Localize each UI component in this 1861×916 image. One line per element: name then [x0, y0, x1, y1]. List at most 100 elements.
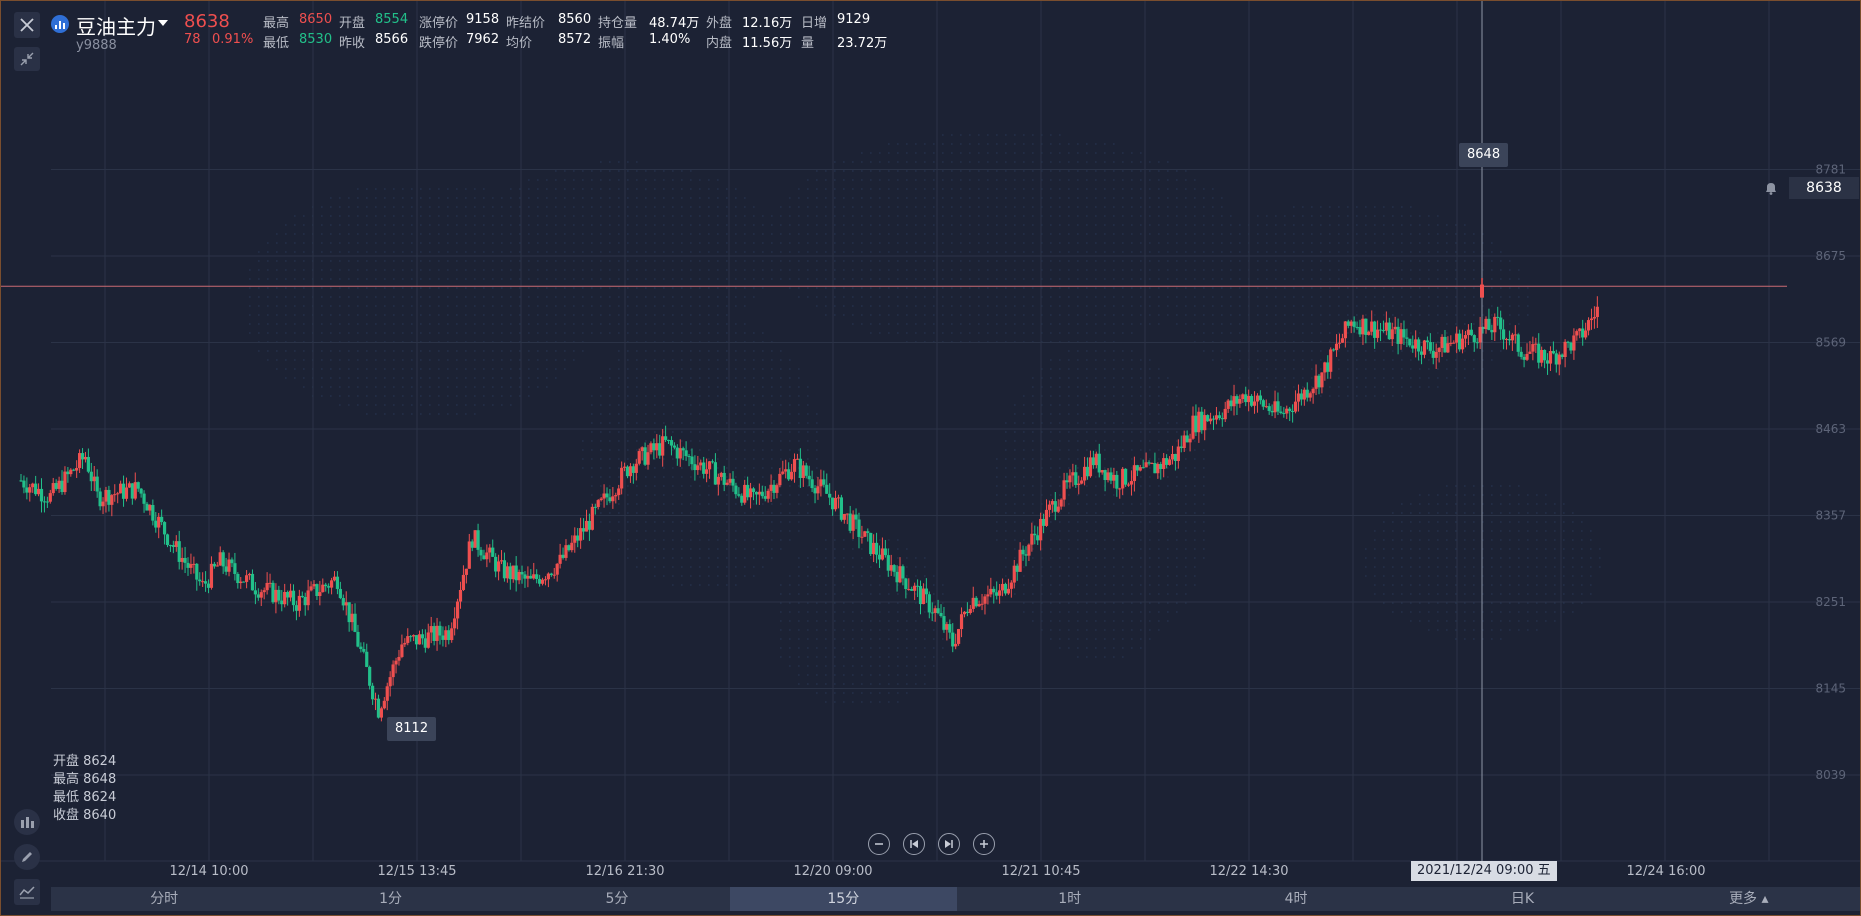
candle-body [121, 483, 126, 499]
tab-1[interactable]: 1分 [379, 891, 403, 907]
plus-icon [980, 840, 988, 848]
price-change-pct: 0.91% [212, 32, 254, 47]
candle-body [423, 638, 427, 648]
candle-body [212, 563, 216, 567]
chevron-down-icon[interactable] [158, 20, 168, 26]
candle-body [447, 630, 451, 641]
candle-body [256, 594, 260, 598]
candle-body [584, 520, 589, 532]
ohlc-low: 最低 8624 [53, 790, 117, 805]
symbol-code: y9888 [76, 38, 117, 53]
candle-body [1405, 337, 1409, 339]
candle-body [1153, 463, 1157, 474]
candle-body [1458, 333, 1462, 350]
candle-body [113, 494, 117, 496]
candle-body [165, 534, 170, 546]
candle-body [183, 557, 187, 563]
current-price-tag: 8638 [1789, 177, 1859, 199]
candle-body [646, 452, 650, 465]
candle-body [655, 443, 659, 451]
candle-body [620, 467, 624, 489]
candle-body [825, 484, 829, 494]
ohlc-close: 收盘 8640 [53, 808, 117, 823]
candle-body [1548, 351, 1553, 364]
tab-3[interactable]: 15分 [730, 887, 957, 911]
candle-body [130, 483, 134, 499]
candle-body [851, 514, 855, 531]
candle-body [338, 588, 342, 599]
trendline-button[interactable] [14, 879, 40, 905]
candle-body [1490, 329, 1494, 333]
zoom-out-button[interactable] [868, 833, 890, 855]
bell-icon[interactable] [1759, 179, 1783, 197]
candle-body [1375, 329, 1380, 338]
jump-end-button[interactable] [938, 833, 960, 855]
quote-value: 8572 [558, 32, 592, 47]
candle-body [57, 480, 61, 489]
candle-body [1584, 330, 1588, 338]
candle-body [1373, 321, 1377, 338]
candle-body [710, 461, 715, 463]
jump-start-button[interactable] [903, 833, 925, 855]
candle-body [804, 465, 808, 476]
candle-body [652, 443, 656, 451]
candle-body [286, 591, 290, 598]
candle-body [206, 583, 211, 588]
candle-body [379, 708, 383, 718]
candle-body [1082, 466, 1087, 481]
candle-body [127, 483, 132, 488]
candle-body [89, 471, 93, 482]
candle-body [1387, 322, 1391, 340]
candle-body [1308, 393, 1312, 398]
candle-body [1126, 484, 1131, 486]
tab-5[interactable]: 4时 [1284, 891, 1308, 907]
skip-back-icon [910, 840, 918, 848]
collapse-button[interactable] [14, 47, 40, 71]
candle-body [915, 585, 920, 587]
candle-body [151, 504, 155, 521]
zoom-in-button[interactable] [973, 833, 995, 855]
candle-body [48, 493, 52, 502]
candle-body [784, 469, 788, 472]
candle-body [1118, 488, 1122, 490]
candle-body [1252, 401, 1257, 406]
candle-body [1390, 329, 1394, 340]
candle-body [1147, 462, 1151, 464]
x-tick-label: 12/15 13:45 [377, 864, 456, 879]
tab-0[interactable]: 分时 [150, 891, 179, 907]
quote-label: 持仓量 [598, 16, 638, 31]
candle-body [239, 581, 243, 584]
candle-body [145, 503, 149, 511]
candle-body [1361, 318, 1365, 335]
candle-body [1466, 329, 1471, 336]
candle-body [1044, 509, 1049, 526]
candle-body [1332, 349, 1336, 351]
candle-body [1088, 457, 1093, 477]
draw-tool-button[interactable] [14, 844, 40, 870]
candle-body [1050, 501, 1054, 505]
candle-body [1414, 339, 1418, 349]
candle-body [25, 487, 29, 493]
indicator-button[interactable] [14, 809, 40, 835]
candle-body [511, 565, 515, 580]
candle-body [1589, 318, 1594, 321]
candle-body [461, 574, 466, 590]
candle-body [420, 634, 425, 639]
candle-body [1015, 565, 1019, 572]
candle-body [1150, 463, 1154, 465]
candle-body [1507, 339, 1512, 341]
tab-4[interactable]: 1时 [1058, 891, 1082, 907]
tab-2[interactable]: 5分 [605, 891, 629, 907]
tab-7[interactable]: 更多 ▴ [1729, 891, 1769, 907]
tab-6[interactable]: 日K [1510, 891, 1535, 907]
candle-body [699, 462, 703, 466]
symbol-name[interactable]: 豆油主力 [76, 15, 156, 39]
candle-body [373, 698, 378, 700]
close-button[interactable] [14, 12, 40, 38]
candle-body [555, 563, 559, 575]
candle-body [980, 603, 984, 605]
candle-body [608, 497, 612, 502]
candle-body [92, 476, 96, 482]
candle-body [453, 618, 457, 629]
